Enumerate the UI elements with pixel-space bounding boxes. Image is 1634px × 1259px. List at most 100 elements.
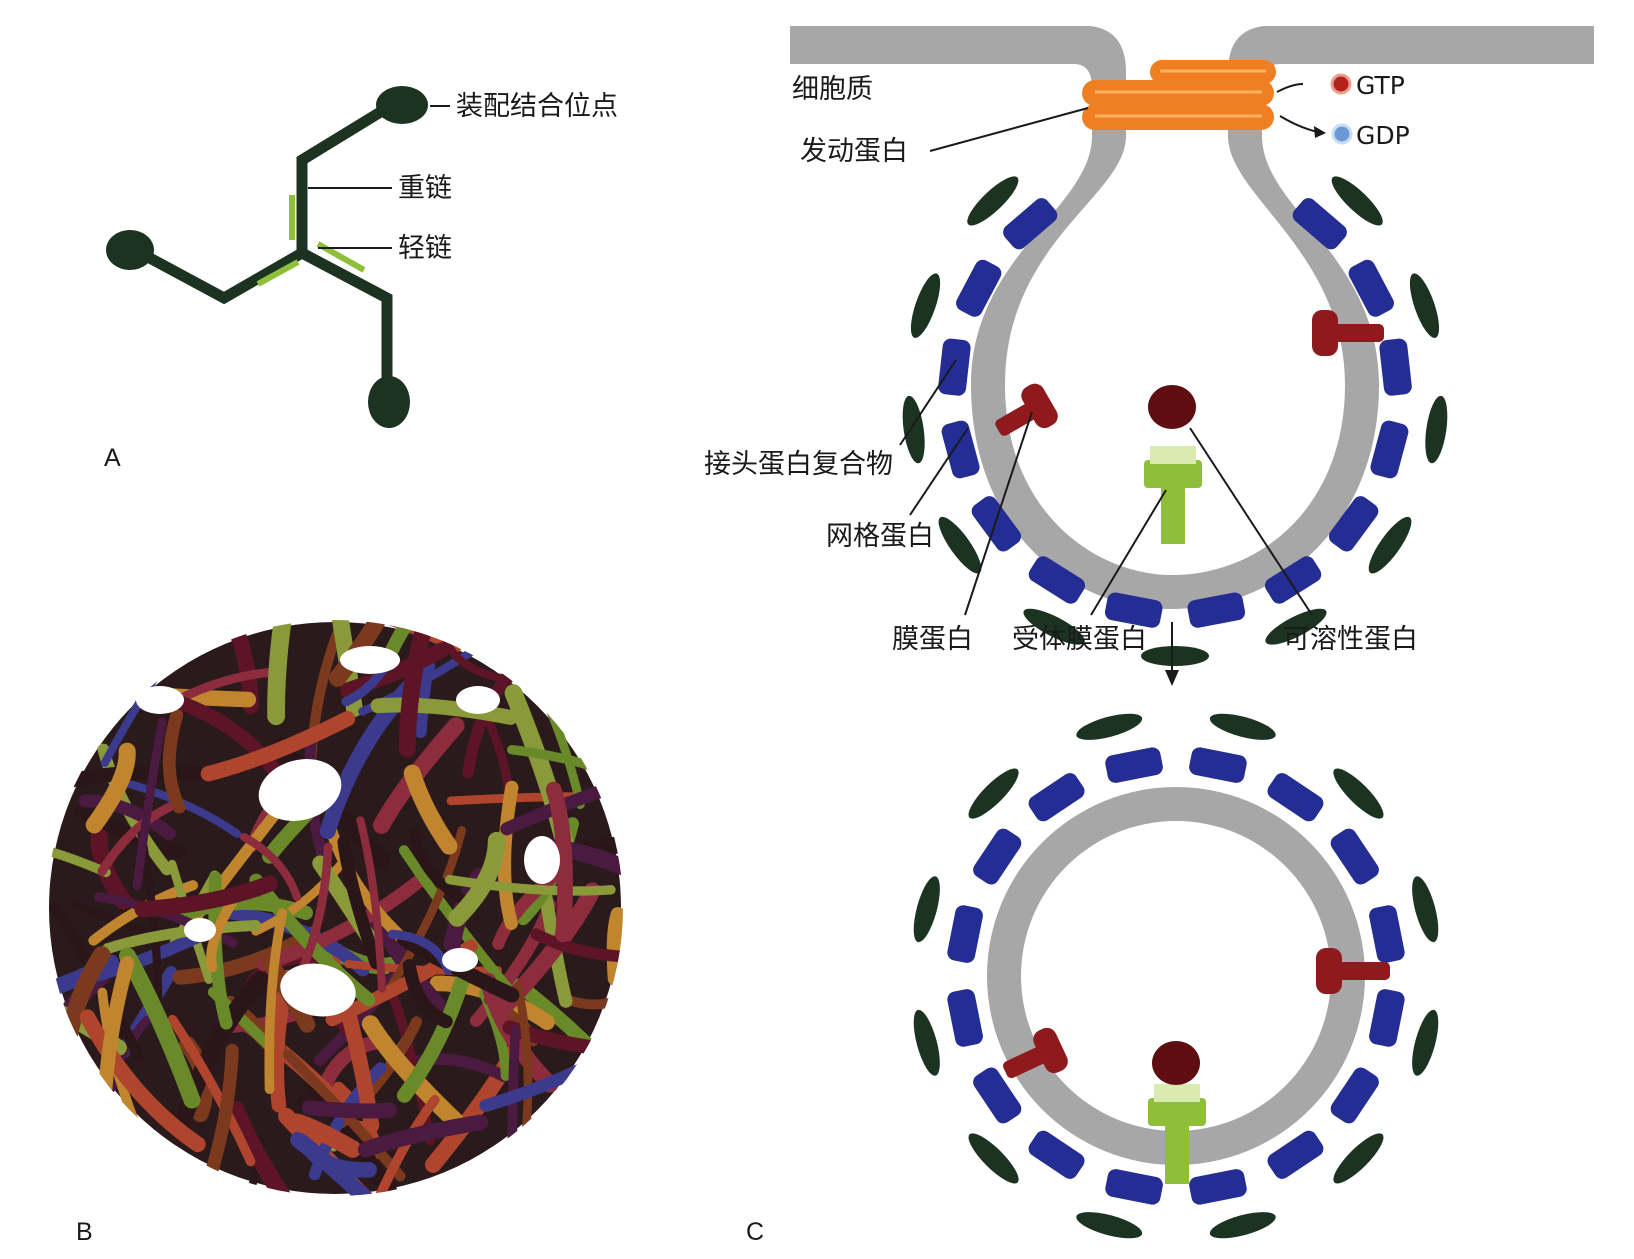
cage-strut [337,835,383,970]
clathrin-segment [968,768,1019,819]
cage-strut [132,717,167,891]
cage-strut [119,947,202,1111]
cage-strut [200,711,356,782]
cage-strut [338,642,449,699]
cage-strut [288,1113,363,1159]
cage-strut [96,799,181,878]
vesicle-soluble-protein [1152,1041,1200,1085]
adaptor-segment [956,259,1002,317]
clathrin-segment [1331,176,1383,226]
adaptor-segment [1028,773,1085,822]
adaptor-segment [1028,1130,1085,1179]
clathrin-segment [913,1009,940,1076]
cage-strut [530,928,623,963]
clathrin-segment [910,273,941,338]
clathrin-segment [1023,608,1085,645]
cage-strut [361,1015,466,1132]
clathrin-segment [1076,1212,1143,1239]
clathrin-segment [1333,1133,1384,1184]
cage-strut [167,1014,257,1168]
vesicle-receptor [1148,1084,1206,1184]
dynamin-rings [1082,60,1276,130]
receptor-membrane-protein [1144,446,1202,544]
terminal-domains [106,86,428,428]
cage-strut [137,830,163,1012]
adaptor-segment [1369,905,1405,963]
cage-strut [500,768,623,836]
adaptor-segment [1348,259,1394,317]
cage-strut [507,1024,521,1191]
coated-vesicle [987,787,1365,1165]
soluble-protein [1148,385,1196,429]
down-arrow-icon [1165,670,1179,686]
vesicle-coat [913,713,1439,1239]
assembly-site-label: 装配结合位点 [456,91,618,122]
cage-strut [172,926,321,985]
cage-openings [136,646,560,1017]
panel-c-letter: C [746,1218,764,1246]
cage-strut [402,959,454,1029]
gtp-gdp: GTP GDP [1276,71,1410,150]
clathrin-segment [938,516,982,574]
gdp-dot [1331,123,1353,145]
dynamin-label: 发动蛋白 [800,136,908,167]
receptor-protein-label: 受体膜蛋白 [1012,624,1147,655]
cage-strut [327,620,386,689]
adaptor-segment [971,496,1022,552]
cage-strut [370,697,519,725]
vesicle-membrane-protein-right [1316,948,1390,994]
cage-strut [606,907,623,986]
cage-strut [301,1100,397,1119]
light-chain-label: 轻链 [398,233,452,264]
adaptor-segment [941,420,980,479]
vesicle-diagram: GTP GDP 细胞 [704,26,1594,1246]
cage-strut [133,875,278,918]
clathrin-segment [1209,713,1276,740]
heavy-chain-legs [132,103,393,382]
clathrin-segment [1412,876,1439,943]
cage-strut [409,828,471,907]
adaptor-segment [973,828,1022,885]
clathrin-segment [1209,1212,1276,1239]
cage-strut [79,1009,207,1153]
cage-strut [264,908,288,1095]
clathrin-segment [1412,1009,1439,1076]
cage-strut [413,659,436,739]
clathrin-segment [968,1133,1019,1184]
cage-strut [398,845,518,1000]
cage-strut [497,780,519,930]
heavy-chain-label: 重链 [398,173,452,204]
adaptor-segment [1328,496,1379,552]
clathrin-label: 网格蛋白 [826,521,934,552]
adaptor-segment [1189,1169,1247,1205]
adaptor-segment [973,1067,1022,1124]
cage-strut [162,708,187,816]
adaptor-segment [1003,198,1058,250]
clathrin-segment [913,876,940,943]
panel-a-letter: A [104,444,121,472]
adaptor-segment [1105,747,1163,783]
clathrin-segment [1265,608,1327,645]
clathrin-segment [902,395,925,464]
clathrin-segment [1409,273,1440,338]
cytoplasm-label: 细胞质 [792,74,873,105]
adaptor-complex-label: 接头蛋白复合物 [704,449,893,480]
cage-strut [448,831,506,927]
clathrin-segment [967,176,1019,226]
membrane-protein-right [1312,310,1384,356]
cage-strut [257,872,429,972]
adaptor-segment [1379,338,1412,396]
cage-strut [545,781,573,944]
gdp-arrow-icon [1314,126,1326,138]
bud-coat [902,176,1448,666]
cage-strut [251,857,348,936]
clathrin-segment [1141,646,1209,666]
cage-strut [441,635,514,684]
adaptor-segment [1028,556,1086,604]
clathrin-cage: B [47,620,623,1246]
cage-strut [356,816,387,995]
plasma-membrane [790,26,1594,609]
adaptor-segment [1105,1169,1163,1205]
clathrin-segment [1368,516,1412,574]
cage-strut [357,1114,489,1158]
